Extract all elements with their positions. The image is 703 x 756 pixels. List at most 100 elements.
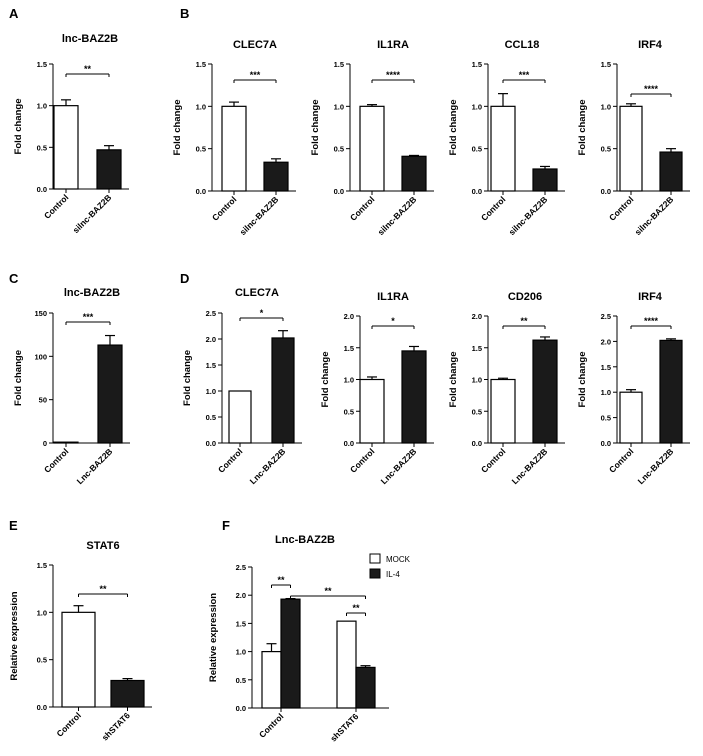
significance-label: *	[260, 308, 264, 318]
significance-label: *	[391, 316, 395, 326]
y-tick-label: 1.5	[344, 344, 354, 353]
chart-11: STAT6 Relative expression 0.0 0.5 1.0 1.5 Cont…	[9, 540, 152, 743]
x-category-label: silnc-BAZ2B	[71, 192, 114, 235]
x-category-label: Control	[607, 194, 635, 222]
y-axis-label: Fold change	[13, 99, 24, 155]
y-tick-label: 1.0	[472, 376, 482, 385]
x-category-label: Control	[42, 446, 70, 474]
y-tick-label: 0.0	[37, 185, 47, 194]
panel-letter-f: F	[222, 518, 230, 533]
significance-label: ***	[83, 312, 94, 322]
x-category-label: Control	[42, 192, 70, 220]
y-tick-label: 1.5	[601, 60, 611, 69]
y-tick-label: 0.0	[601, 439, 611, 448]
y-tick-label: 1.0	[37, 608, 47, 617]
x-category-label: shSTAT6	[328, 711, 360, 743]
y-tick-label: 1.0	[472, 102, 482, 111]
y-tick-label: 2.0	[236, 591, 246, 600]
significance-label: **	[99, 584, 107, 594]
x-category-label: Lnc-BAZ2B	[75, 446, 115, 486]
y-tick-label: 0.5	[37, 143, 47, 152]
chart-1: lnc-BAZ2B Fold change 0.0 0.5 1.0 1.5 Control s…	[13, 33, 129, 235]
y-tick-label: 1.0	[206, 387, 216, 396]
bar	[336, 620, 357, 709]
x-category-label: Control	[348, 194, 376, 222]
y-tick-label: 1.0	[601, 388, 611, 397]
panel-letter-c: C	[9, 271, 19, 286]
panel-letter-a: A	[9, 6, 19, 21]
chart-title: CLEC7A	[233, 39, 277, 51]
y-tick-label: 2.5	[236, 563, 246, 572]
chart-title: lnc-BAZ2B	[64, 287, 120, 299]
x-category-label: silnc-BAZ2B	[376, 194, 419, 237]
y-tick-label: 2.0	[601, 337, 611, 346]
x-category-label: Lnc-BAZ2B	[636, 446, 676, 486]
y-tick-label: 0.0	[472, 187, 482, 196]
significance-label: **	[84, 64, 92, 74]
y-tick-label: 1.0	[236, 648, 246, 657]
legend-label: IL-4	[386, 570, 400, 579]
significance-label: ****	[644, 84, 659, 94]
y-tick-label: 150	[34, 309, 47, 318]
y-axis-label: Relative expression	[208, 593, 219, 682]
y-axis-label: Fold change	[577, 100, 588, 156]
y-tick-label: 1.0	[344, 376, 354, 385]
bar	[532, 339, 558, 444]
y-tick-label: 0.0	[37, 703, 47, 712]
x-category-label: Control	[348, 446, 376, 474]
bar	[61, 611, 96, 708]
bar	[53, 105, 79, 190]
significance-label: **	[352, 603, 360, 613]
y-tick-label: 1.5	[37, 561, 47, 570]
y-tick-label: 2.0	[472, 312, 482, 321]
bar	[53, 441, 79, 444]
panel-letter-b: B	[180, 6, 189, 21]
bar	[401, 350, 427, 444]
y-tick-label: 100	[34, 352, 47, 361]
y-axis-label: Fold change	[172, 100, 183, 156]
chart-title: Lnc-BAZ2B	[275, 534, 335, 546]
x-category-label: Lnc-BAZ2B	[248, 446, 288, 486]
y-tick-label: 0.0	[601, 187, 611, 196]
y-tick-label: 0.5	[472, 407, 482, 416]
y-tick-label: 1.0	[334, 102, 344, 111]
bar	[355, 666, 376, 709]
y-tick-label: 0.0	[206, 439, 216, 448]
y-axis-label: Fold change	[182, 350, 193, 406]
chart-5: IRF4 Fold change 0.0 0.5 1.0 1.5 Controlsilnc-…	[577, 39, 690, 237]
y-tick-label: 0.0	[472, 439, 482, 448]
bar	[359, 378, 385, 444]
y-tick-label: 1.5	[601, 363, 611, 372]
x-category-label: Control	[257, 711, 285, 739]
significance-label: ****	[644, 316, 659, 326]
chart-8: IL1RA Fold change 0.0 0.5 1.0 1.5 2.0 Control Ln…	[320, 291, 434, 486]
y-tick-label: 0.5	[37, 656, 47, 665]
y-tick-label: 0.0	[196, 187, 206, 196]
chart-3: IL1RA Fold change 0.0 0.5 1.0 1.5 Control silnc…	[310, 39, 434, 237]
bar	[359, 105, 385, 192]
significance-label: ***	[519, 70, 530, 80]
y-tick-label: 1.5	[236, 619, 246, 628]
bar	[490, 105, 516, 192]
x-category-label: silnc-BAZ2B	[507, 194, 550, 237]
x-category-label: Control	[607, 446, 635, 474]
chart-7: CLEC7A Fold change 0.0 0.5 1.0 1.5 2.0 2.5 Contr…	[182, 287, 302, 486]
y-tick-label: 2.5	[601, 312, 611, 321]
bar	[401, 155, 427, 192]
y-axis-label: Fold change	[310, 100, 321, 156]
x-category-label: Control	[479, 194, 507, 222]
chart-title: STAT6	[86, 540, 119, 552]
y-axis-label: Fold change	[448, 352, 459, 408]
y-tick-label: 0.0	[344, 439, 354, 448]
x-category-label: Control	[54, 710, 82, 738]
chart-title: CLEC7A	[235, 287, 279, 299]
y-tick-label: 0.0	[334, 187, 344, 196]
x-category-label: Control	[210, 194, 238, 222]
bar	[532, 168, 558, 192]
legend-label: MOCK	[386, 555, 411, 564]
chart-10: IRF4 Fold change 0.0 0.5 1.0 1.5 2.0 2.5 Control…	[577, 291, 690, 486]
significance-label: ****	[386, 70, 401, 80]
y-tick-label: 2.0	[206, 335, 216, 344]
y-tick-label: 1.0	[196, 102, 206, 111]
